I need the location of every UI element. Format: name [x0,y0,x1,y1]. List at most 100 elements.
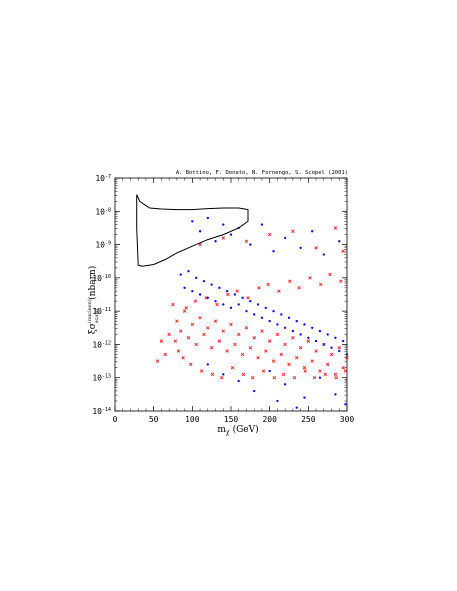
data-point-cross [302,366,307,370]
data-point-cross [318,282,323,287]
x-tick-label: 300 [340,415,355,424]
data-point-dot [303,323,306,326]
data-point-cross [210,372,215,377]
data-point-cross [310,359,314,363]
data-point-dot [198,230,202,233]
data-point-dot [225,289,229,293]
data-point-dot [237,303,240,306]
x-tick-label: 100 [185,415,200,424]
data-point-dot [334,336,337,339]
data-point-dot [303,396,306,399]
data-point-dot [338,240,341,243]
data-point-cross [179,329,183,333]
data-point-cross [277,289,281,293]
data-point-dot [179,273,182,276]
data-point-cross [283,342,287,347]
data-point-dot [222,223,225,226]
y-tick-label: 10-8 [95,207,111,216]
data-point-cross [308,276,312,280]
y-axis: 10-7 10-8 10-9 10-10 10-11 10-12 10-13 10-14 [92,174,347,416]
data-point-cross [298,346,303,350]
data-point-cross [209,346,214,350]
data-point-dot [295,406,298,409]
data-point-cross [314,349,318,353]
data-point-dot [210,283,213,286]
data-point-cross [288,279,292,283]
data-point-dot [314,339,318,343]
data-point-cross [241,372,246,377]
data-point-cross [266,282,270,287]
data-point-dot [222,373,225,376]
data-point-cross [328,272,332,277]
data-point-cross [163,352,167,357]
data-point-cross [248,346,253,350]
data-point-cross [275,332,280,337]
data-point-dot [187,270,190,273]
data-point-dot [256,303,260,306]
x-tick-label: 0 [113,415,118,424]
data-point-cross [281,372,286,377]
data-points [155,216,349,409]
y-tick-label: 10-11 [92,307,111,316]
data-point-dot [322,343,325,346]
y-axis-title: ξσ(nucleon)scalar (nbarn) [86,266,100,334]
data-point-cross [244,326,249,330]
data-point-cross [220,375,224,380]
data-point-cross [221,329,225,333]
svg-text:ξσ(nucleon)scalar(nbarn): ξσ(nucleon)scalar (nbarn) [86,266,100,334]
data-point-cross [314,246,318,250]
data-point-cross [271,359,276,363]
data-point-dot [318,329,322,333]
data-point-cross [202,332,206,337]
data-point-dot [299,246,302,250]
data-point-dot [260,316,264,319]
data-point-cross [287,362,291,367]
data-point-dot [338,349,341,353]
y-axis-title-unit: (nbarn) [87,266,98,300]
data-point-dot [264,306,267,310]
x-axis: 0 50 100 150 200 250 300 [113,178,355,424]
data-point-dot [311,230,314,233]
data-point-cross [237,332,241,337]
data-point-cross [334,375,338,380]
y-tick-label: 10-9 [95,241,111,250]
data-point-cross [244,239,249,243]
data-point-dot [237,379,240,383]
data-point-dot [253,313,256,316]
data-point-dot [268,369,271,373]
data-point-dot [283,236,287,240]
data-point-dot [299,333,302,336]
data-point-cross [343,369,348,373]
data-point-cross [221,236,225,240]
data-point-cross [186,336,191,340]
x-axis-title: mχ (GeV) [217,424,258,436]
data-point-cross [306,339,311,343]
data-point-dot [322,253,325,256]
data-point-cross [194,342,198,347]
data-point-cross [329,352,334,357]
credit-text: A. Bottino, F. Donato, N. Fornengo, S. S… [176,170,348,176]
data-point-dot [272,250,275,253]
data-point-cross [199,369,204,373]
data-point-cross [229,322,233,327]
y-axis-title-xi: ξσ [88,323,98,334]
data-point-cross [198,316,202,320]
data-point-dot [206,216,209,220]
data-point-dot [295,319,298,323]
data-point-cross [303,369,307,373]
data-point-cross [206,326,210,330]
data-point-cross [297,286,301,290]
data-point-dot [272,309,275,313]
data-point-dot [218,286,221,290]
data-point-dot [233,293,237,296]
data-point-dot [276,323,279,326]
data-point-cross [337,346,341,350]
data-point-dot [344,403,347,406]
data-point-cross [226,292,230,297]
data-point-cross [167,332,171,337]
data-point-cross [267,232,272,237]
data-point-dot [249,243,252,246]
data-point-cross [175,319,179,323]
data-point-dot [276,399,279,403]
data-point-cross [213,319,218,323]
